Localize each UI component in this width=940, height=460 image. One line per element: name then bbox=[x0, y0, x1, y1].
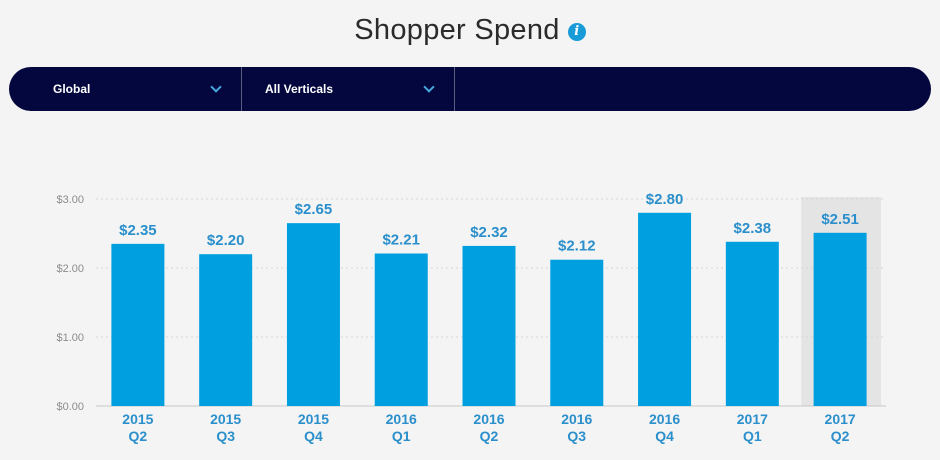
x-tick-label-quarter: Q3 bbox=[216, 428, 235, 444]
x-tick-label-year: 2015 bbox=[210, 411, 241, 427]
y-tick-label: $1.00 bbox=[56, 332, 84, 344]
data-label: $2.20 bbox=[207, 232, 245, 249]
vertical-dropdown[interactable]: All Verticals bbox=[242, 67, 455, 111]
y-tick-label: $2.00 bbox=[56, 263, 84, 275]
x-tick-label-year: 2016 bbox=[561, 411, 592, 427]
x-tick-label-quarter: Q3 bbox=[567, 428, 586, 444]
bar bbox=[199, 254, 253, 406]
data-label: $2.51 bbox=[821, 211, 859, 228]
y-tick-label: $3.00 bbox=[56, 194, 84, 206]
bar bbox=[286, 223, 340, 406]
x-tick-label-year: 2016 bbox=[386, 411, 417, 427]
x-tick-label-quarter: Q1 bbox=[743, 428, 762, 444]
y-tick-label: $0.00 bbox=[56, 401, 84, 413]
x-tick-label-year: 2015 bbox=[298, 411, 329, 427]
data-label: $2.80 bbox=[646, 191, 684, 208]
x-tick-label-quarter: Q4 bbox=[655, 428, 674, 444]
data-label: $2.35 bbox=[119, 222, 157, 239]
x-tick-label-quarter: Q4 bbox=[304, 428, 323, 444]
x-tick-label-year: 2015 bbox=[122, 411, 153, 427]
filter-bar: Global All Verticals bbox=[9, 67, 931, 111]
bar bbox=[725, 241, 779, 406]
x-tick-label-quarter: Q1 bbox=[392, 428, 411, 444]
region-dropdown-label: Global bbox=[53, 82, 91, 96]
x-tick-label-year: 2016 bbox=[473, 411, 504, 427]
data-label: $2.21 bbox=[382, 232, 420, 249]
bar bbox=[550, 259, 604, 406]
data-label: $2.65 bbox=[295, 201, 333, 218]
bar bbox=[374, 253, 428, 406]
x-tick-label-quarter: Q2 bbox=[129, 428, 148, 444]
data-label: $2.32 bbox=[470, 224, 508, 241]
header: Shopper Spend i bbox=[0, 0, 940, 60]
data-label: $2.12 bbox=[558, 238, 596, 255]
bar bbox=[638, 212, 692, 406]
bar bbox=[462, 245, 516, 406]
bar bbox=[813, 232, 867, 406]
data-label: $2.38 bbox=[734, 220, 772, 237]
vertical-dropdown-label: All Verticals bbox=[265, 82, 334, 96]
info-icon[interactable]: i bbox=[567, 23, 586, 41]
x-tick-label-year: 2016 bbox=[649, 411, 680, 427]
x-tick-label-quarter: Q2 bbox=[480, 428, 499, 444]
page-title: Shopper Spend bbox=[354, 13, 560, 46]
x-tick-label-quarter: Q2 bbox=[831, 428, 850, 444]
region-dropdown[interactable]: Global bbox=[9, 67, 242, 111]
bar bbox=[111, 243, 165, 406]
x-tick-label-year: 2017 bbox=[737, 411, 768, 427]
x-tick-label-year: 2017 bbox=[825, 411, 856, 427]
